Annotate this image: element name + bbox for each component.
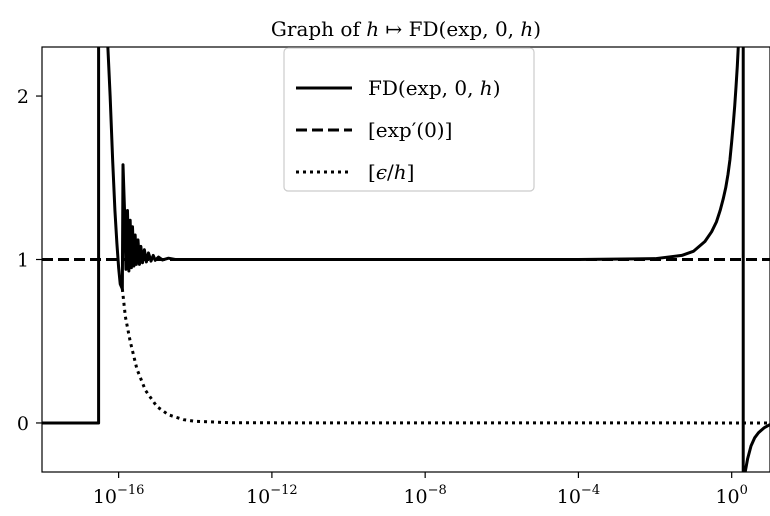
- legend-eps-slash: /: [387, 160, 394, 184]
- y-tick-label: 2: [17, 86, 29, 108]
- legend-frame: [283, 47, 535, 192]
- x-tick-label: 100: [715, 483, 747, 508]
- title-fn: FD: [409, 17, 439, 41]
- y-tick-label: 0: [17, 413, 29, 435]
- legend-eps-sym: ϵ: [376, 160, 387, 184]
- title-arrow: ↦: [379, 17, 408, 41]
- legend-deriv-pre: [exp: [368, 118, 412, 142]
- title-prefix: Graph of: [271, 17, 366, 41]
- legend-fd-var: h: [480, 76, 493, 100]
- title-args: (exp, 0,: [439, 17, 521, 41]
- legend-fd-fn: FD: [368, 76, 398, 100]
- legend-label-fd: FD(exp, 0, h): [368, 76, 501, 100]
- x-tick-label: 10−16: [93, 483, 145, 508]
- y-axis: 0 1 2: [17, 86, 42, 435]
- x-axis: 10−16 10−12 10−8 10−4 100: [93, 472, 748, 508]
- title-close: ): [533, 17, 541, 41]
- title-var: h: [366, 17, 379, 41]
- legend-eps-var: h: [394, 160, 407, 184]
- series-line-dotted: [120, 288, 770, 425]
- x-tick-label: 10−8: [403, 483, 446, 508]
- legend: FD(exp, 0, h) [exp′(0)] [ϵ/h]: [283, 47, 535, 192]
- x-tick-label: 10−12: [246, 483, 298, 508]
- legend-deriv-post: (0)]: [416, 118, 452, 142]
- legend-label-epsilon: [ϵ/h]: [368, 160, 414, 184]
- x-tick-label: 10−4: [557, 483, 600, 508]
- legend-fd-args: (exp, 0,: [398, 76, 480, 100]
- y-tick-label: 1: [17, 250, 29, 272]
- legend-eps-pre: [: [368, 160, 376, 184]
- legend-deriv-prime: ′: [412, 118, 417, 142]
- legend-label-derivative: [exp′(0)]: [368, 118, 452, 142]
- legend-eps-post: ]: [407, 160, 415, 184]
- series-layer: [42, 47, 770, 472]
- chart-title: Graph of h ↦ FD(exp, 0, h): [271, 17, 541, 41]
- legend-fd-close: ): [493, 76, 501, 100]
- title-var2: h: [520, 17, 533, 41]
